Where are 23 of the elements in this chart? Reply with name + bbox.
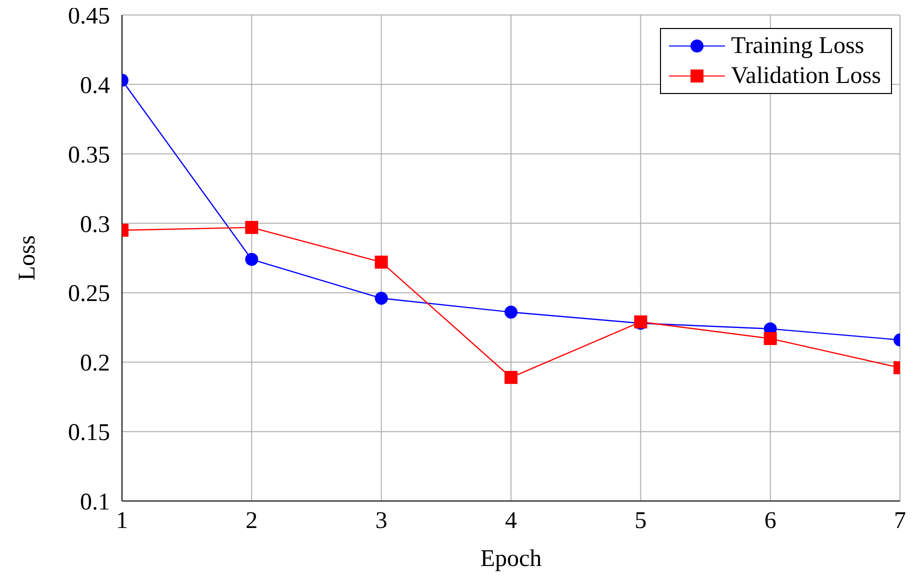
x-tick-label: 3 — [375, 508, 388, 534]
point — [504, 306, 518, 319]
y-axis-title: Loss — [14, 235, 41, 281]
x-tick-label: 7 — [894, 508, 906, 534]
legend-label: Training Loss — [731, 32, 864, 61]
x-tick-label: 5 — [634, 508, 647, 534]
x-tick-label: 6 — [764, 508, 776, 534]
y-tick-label: 0.3 — [80, 212, 110, 238]
x-axis-title: Epoch — [480, 546, 542, 572]
y-tick-label: 0.15 — [68, 420, 110, 446]
y-tick-label: 0.4 — [80, 72, 110, 99]
point — [504, 370, 518, 384]
x-tick-label: 4 — [505, 508, 517, 534]
y-tick-label: 0.1 — [80, 490, 110, 516]
y-tick-label: 0.45 — [68, 4, 110, 30]
x-tick-label: 1 — [116, 508, 128, 534]
x-tick-label: 2 — [246, 508, 258, 534]
y-tick-label: 0.25 — [68, 281, 110, 308]
y-tick-label: 0.35 — [68, 142, 110, 168]
legend-label: Validation Loss — [731, 62, 881, 91]
point — [374, 292, 388, 305]
point — [374, 256, 388, 269]
y-tick-label: 0.2 — [80, 350, 110, 377]
